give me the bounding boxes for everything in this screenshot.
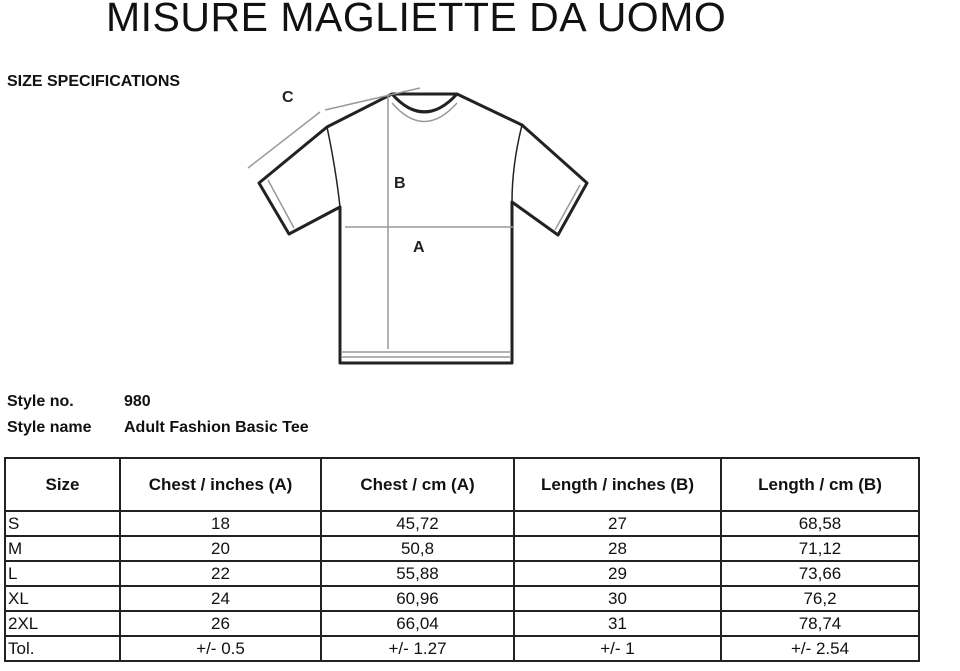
table-cell: +/- 1.27 — [320, 635, 515, 662]
table-cell: 66,04 — [320, 610, 515, 637]
label-a: A — [413, 239, 425, 256]
table-row: Tol. +/- 0.5 +/- 1.27 +/- 1 +/- 2.54 — [4, 635, 920, 662]
table-cell: XL — [4, 585, 121, 612]
style-name-label: Style name — [7, 419, 92, 436]
size-table: Size Chest / inches (A) Chest / cm (A) Leng… — [4, 457, 920, 662]
table-cell: 20 — [119, 535, 322, 562]
table-row: 2XL 26 66,04 31 78,74 — [4, 610, 920, 637]
table-cell: 50,8 — [320, 535, 515, 562]
table-cell: 55,88 — [320, 560, 515, 587]
table-row: M 20 50,8 28 71,12 — [4, 535, 920, 562]
label-b: B — [394, 175, 406, 192]
section-heading: SIZE SPECIFICATIONS — [7, 73, 181, 90]
table-cell: 78,74 — [720, 610, 920, 637]
table-row: XL 24 60,96 30 76,2 — [4, 585, 920, 612]
table-cell: 18 — [119, 510, 322, 537]
table-cell: 24 — [119, 585, 322, 612]
column-header: Length / cm (B) — [720, 457, 920, 512]
table-header-row: Size Chest / inches (A) Chest / cm (A) Leng… — [4, 457, 920, 512]
table-cell: 31 — [513, 610, 722, 637]
table-cell: +/- 0.5 — [119, 635, 322, 662]
table-cell: 26 — [119, 610, 322, 637]
table-cell: +/- 2.54 — [720, 635, 920, 662]
table-cell: Tol. — [4, 635, 121, 662]
table-cell: 45,72 — [320, 510, 515, 537]
table-cell: 60,96 — [320, 585, 515, 612]
table-row: L 22 55,88 29 73,66 — [4, 560, 920, 587]
table-cell: 27 — [513, 510, 722, 537]
style-name-value: Adult Fashion Basic Tee — [124, 419, 309, 436]
column-header: Size — [4, 457, 121, 512]
table-cell: M — [4, 535, 121, 562]
table-cell: 22 — [119, 560, 322, 587]
tshirt-diagram: C B A — [247, 87, 589, 365]
column-header: Chest / inches (A) — [119, 457, 322, 512]
table-cell: +/- 1 — [513, 635, 722, 662]
column-header: Chest / cm (A) — [320, 457, 515, 512]
table-cell: 2XL — [4, 610, 121, 637]
table-cell: 68,58 — [720, 510, 920, 537]
style-number-label: Style no. — [7, 393, 74, 410]
table-cell: 28 — [513, 535, 722, 562]
table-cell: S — [4, 510, 121, 537]
table-cell: 71,12 — [720, 535, 920, 562]
style-number-value: 980 — [124, 393, 151, 410]
table-cell: 29 — [513, 560, 722, 587]
table-cell: L — [4, 560, 121, 587]
page-title: MISURE MAGLIETTE DA UOMO — [106, 0, 727, 40]
measure-line-c — [247, 111, 321, 169]
table-row: S 18 45,72 27 68,58 — [4, 510, 920, 537]
column-header: Length / inches (B) — [513, 457, 722, 512]
table-cell: 73,66 — [720, 560, 920, 587]
label-c: C — [282, 89, 294, 106]
table-cell: 30 — [513, 585, 722, 612]
shirt-outline — [257, 92, 589, 365]
table-cell: 76,2 — [720, 585, 920, 612]
